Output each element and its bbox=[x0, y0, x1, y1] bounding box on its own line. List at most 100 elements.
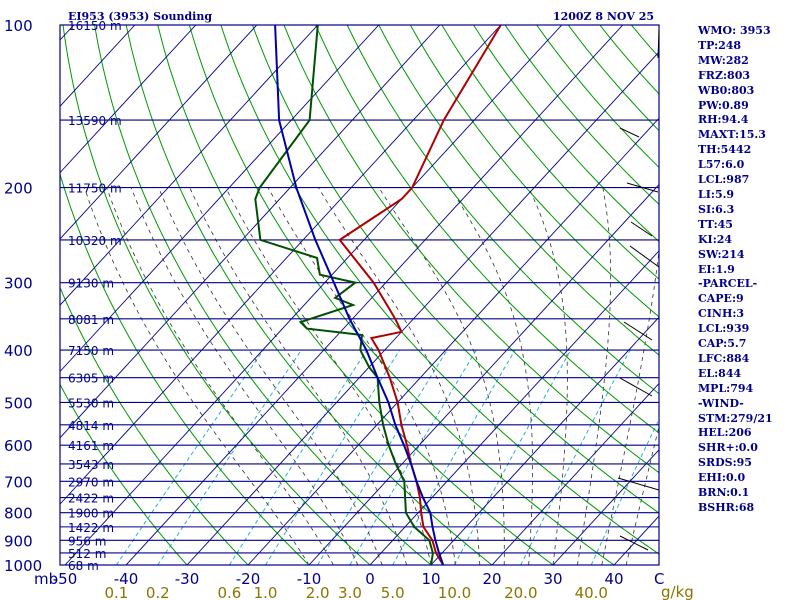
moist-adiabat bbox=[577, 187, 612, 565]
dry-adiabat bbox=[125, 25, 493, 565]
indices-panel: WMO: 3953 TP:248 MW:282 FRZ:803 WB0:803 PW:0.… bbox=[698, 24, 800, 516]
pressure-label: 600 bbox=[4, 437, 33, 455]
pressure-label: 200 bbox=[4, 180, 33, 198]
index-line: BRN:0.1 bbox=[698, 486, 750, 500]
moist-adiabat bbox=[528, 187, 568, 565]
pressure-label: 400 bbox=[4, 342, 33, 360]
wind-axis-label: C bbox=[654, 570, 664, 588]
isotherm bbox=[308, 183, 659, 565]
index-line: EI:1.9 bbox=[698, 262, 735, 276]
temperature-label: 40 bbox=[604, 570, 623, 588]
index-line: MW:282 bbox=[698, 53, 749, 67]
height-label: 5530 m bbox=[68, 396, 114, 410]
wind-barb bbox=[629, 245, 660, 268]
temperature-label: 10 bbox=[421, 570, 440, 588]
height-label: 8081 m bbox=[68, 313, 114, 327]
valid-time: 1200Z 8 NOV 25 bbox=[553, 10, 654, 23]
height-label: 3543 m bbox=[68, 458, 114, 472]
height-label: 4161 m bbox=[68, 439, 114, 453]
parcel-trace bbox=[274, 25, 445, 565]
wind-barb bbox=[623, 321, 653, 341]
temperature-label: -10 bbox=[297, 570, 322, 588]
index-line: KI:24 bbox=[698, 232, 733, 246]
isotherm bbox=[125, 25, 624, 565]
index-line: HEL:206 bbox=[698, 426, 752, 440]
wind-barb bbox=[619, 377, 653, 397]
index-line: SRDS:95 bbox=[698, 456, 752, 470]
index-line: TT:45 bbox=[698, 217, 733, 231]
index-line: LCL:939 bbox=[698, 322, 750, 336]
index-line: TP:248 bbox=[698, 38, 742, 52]
index-line: WB0:803 bbox=[698, 83, 755, 97]
index-line: CAPE:9 bbox=[698, 292, 744, 306]
isotherm bbox=[430, 316, 659, 565]
temperature-label: 30 bbox=[543, 570, 562, 588]
index-line: MPL:794 bbox=[698, 381, 754, 395]
index-line: PW:0.89 bbox=[698, 98, 749, 112]
mixing-ratio-unit: g/kg bbox=[661, 583, 694, 600]
index-line: STM:279/21 bbox=[698, 411, 773, 425]
isotherm bbox=[552, 449, 659, 565]
mixing-ratio-line bbox=[228, 349, 368, 565]
wind-barb bbox=[657, 29, 660, 59]
index-line: FRZ:803 bbox=[698, 68, 751, 82]
isotherm bbox=[60, 25, 441, 439]
mixing-ratio-line bbox=[157, 349, 302, 565]
dry-adiabat bbox=[252, 25, 659, 514]
mixing-ratio-line bbox=[520, 349, 631, 565]
index-line: SHR+:0.0 bbox=[698, 441, 758, 455]
index-line: LFC:884 bbox=[698, 351, 750, 365]
index-line: LCL:987 bbox=[698, 173, 750, 187]
index-line: EHI:0.0 bbox=[698, 471, 746, 485]
height-label: 1900 m bbox=[68, 507, 114, 521]
index-line: -WIND- bbox=[698, 396, 744, 410]
wind-barb bbox=[619, 127, 640, 138]
moist-adiabat bbox=[225, 187, 432, 565]
isotherm bbox=[64, 25, 563, 565]
mixing-ratio-label: 3.0 bbox=[338, 584, 362, 600]
isotherm bbox=[60, 25, 380, 373]
height-label: 16150 m bbox=[68, 19, 122, 33]
chart-title: EI953 (3953) Sounding bbox=[68, 10, 212, 23]
mixing-ratio-label: 10.0 bbox=[438, 584, 471, 600]
index-line: CINH:3 bbox=[698, 307, 745, 321]
temperature-label: -40 bbox=[114, 570, 139, 588]
height-label: 956 m bbox=[68, 534, 106, 548]
moist-adiabat bbox=[601, 247, 659, 565]
mixing-ratio-label: 2.0 bbox=[306, 584, 330, 600]
mixing-ratio-label: 1.0 bbox=[254, 584, 278, 600]
isotherm bbox=[60, 25, 258, 240]
isotherm bbox=[186, 51, 659, 565]
isotherm bbox=[247, 117, 659, 565]
mixing-ratio-label: 0.6 bbox=[217, 584, 241, 600]
pressure-label: 700 bbox=[4, 473, 33, 491]
height-label: 13590 m bbox=[68, 114, 122, 128]
height-label: 2970 m bbox=[68, 475, 114, 489]
dewpoint-trace bbox=[254, 25, 434, 565]
mixing-ratio-label: 0.1 bbox=[104, 584, 128, 600]
pressure-label: 1000 bbox=[4, 557, 42, 575]
y-unit-label: mb bbox=[34, 570, 58, 588]
temperature-label: 20 bbox=[482, 570, 501, 588]
wind-barb bbox=[619, 535, 649, 551]
index-line: CAP:5.7 bbox=[698, 337, 747, 351]
pressure-label: 100 bbox=[4, 17, 33, 35]
pressure-label: 900 bbox=[4, 532, 33, 550]
index-line: -PARCEL- bbox=[698, 277, 758, 291]
height-label: 11750 m bbox=[68, 182, 122, 196]
isotherm bbox=[60, 25, 319, 306]
plot-frame bbox=[59, 24, 660, 566]
mixing-ratio-label: 40.0 bbox=[575, 584, 608, 600]
mixing-ratio-label: 0.2 bbox=[146, 584, 170, 600]
height-label: 10320 m bbox=[68, 234, 122, 248]
moist-adiabat bbox=[130, 187, 359, 565]
moist-adiabat bbox=[189, 187, 407, 565]
isotherm bbox=[60, 25, 197, 174]
index-line: WMO: 3953 bbox=[698, 24, 771, 37]
mixing-ratio-line bbox=[392, 349, 516, 565]
height-label: 9130 m bbox=[68, 277, 114, 291]
index-line: LI:5.9 bbox=[698, 187, 735, 201]
pressure-label: 300 bbox=[4, 275, 33, 293]
mixing-ratio-line bbox=[349, 349, 477, 565]
